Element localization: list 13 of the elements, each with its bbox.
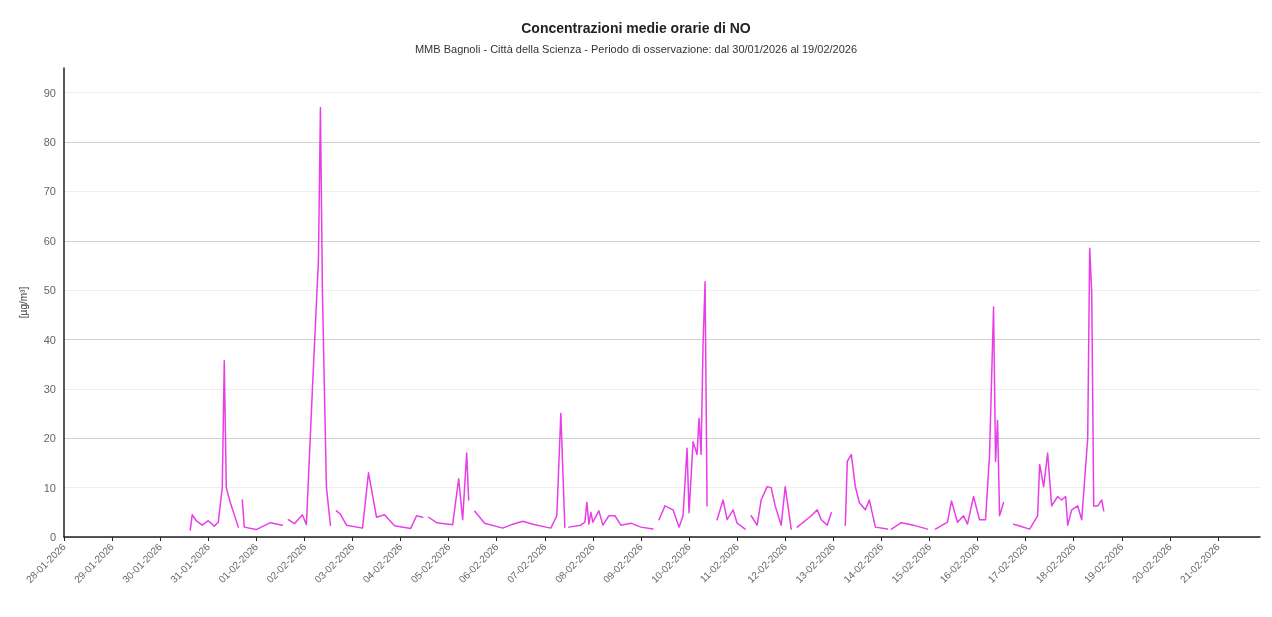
chart-title: Concentrazioni medie orarie di NO [521, 20, 751, 36]
y-tick-label: 40 [43, 333, 56, 346]
chart-subtitle: MMB Bagnoli - Città della Scienza - Periodo di osservazione: dal 30/01/2026 al 19/02/2026 [414, 42, 858, 55]
y-tick-label: 90 [43, 86, 56, 99]
y-axis-title: [µg/m³] [17, 286, 29, 319]
y-tick-label: 10 [43, 481, 56, 494]
y-tick-label: 60 [43, 234, 56, 247]
y-tick-label: 30 [43, 382, 56, 395]
y-tick-label: 50 [43, 284, 56, 297]
y-tick-label: 70 [43, 185, 56, 198]
y-tick-label: 20 [43, 432, 56, 445]
y-tick-label: 0 [49, 531, 56, 543]
y-tick-label: 80 [43, 136, 56, 149]
